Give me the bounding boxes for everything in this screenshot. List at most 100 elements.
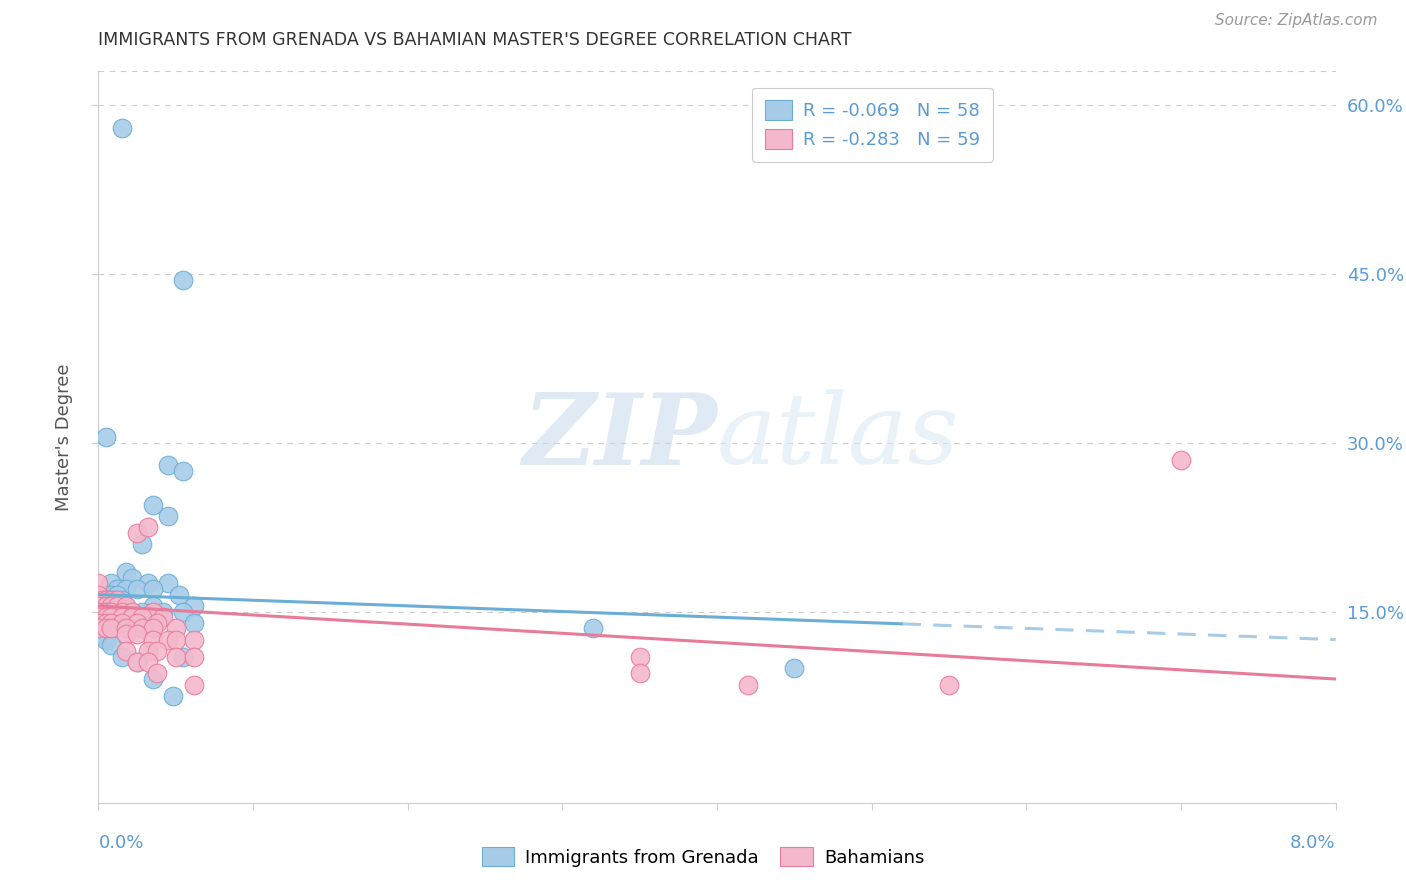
Point [127,627,149,641]
Point [152,610,174,624]
Point [100,593,122,607]
Point [628,666,651,681]
Point [173,649,195,664]
Point [173,272,195,286]
Point [165,649,187,664]
Point [131,621,153,635]
Point [100,621,122,635]
Point [157,632,180,647]
Y-axis label: Master's Degree: Master's Degree [55,363,73,511]
Text: 0.0%: 0.0% [98,834,143,852]
Point [127,582,149,596]
Point [91,605,114,619]
Point [183,599,205,613]
Point [96,605,118,619]
Point [105,582,128,596]
Point [131,605,153,619]
Point [96,593,118,607]
Point [100,599,122,613]
Point [105,599,128,613]
Point [96,430,118,444]
Point [737,678,759,692]
Point [87,610,110,624]
Point [628,649,651,664]
Point [157,508,180,523]
Point [141,498,165,512]
Point [121,605,143,619]
Point [100,605,122,619]
Point [582,621,605,635]
Point [96,610,118,624]
Point [87,610,110,624]
Point [115,644,138,658]
Point [90,593,112,607]
Point [146,666,169,681]
Point [141,632,165,647]
Point [96,599,118,613]
Point [141,599,165,613]
Point [141,610,165,624]
Point [141,621,165,635]
Point [136,644,159,658]
Point [96,599,118,613]
Point [87,588,110,602]
Point [115,621,138,635]
Point [165,621,187,635]
Point [121,610,143,624]
Point [173,605,195,619]
Point [146,644,169,658]
Text: Source: ZipAtlas.com: Source: ZipAtlas.com [1215,13,1378,29]
Point [121,605,143,619]
Point [100,610,122,624]
Point [183,615,205,630]
Point [1170,452,1192,467]
Point [115,599,138,613]
Point [96,588,118,602]
Text: 8.0%: 8.0% [1291,834,1336,852]
Point [87,605,110,619]
Point [136,576,159,591]
Point [96,610,118,624]
Point [115,582,138,596]
Point [938,678,960,692]
Point [100,593,122,607]
Point [111,120,134,135]
Point [115,565,138,579]
Point [87,605,110,619]
Point [183,649,205,664]
Text: ZIP: ZIP [522,389,717,485]
Point [183,632,205,647]
Point [157,576,180,591]
Point [141,672,165,686]
Point [100,576,122,591]
Point [87,593,110,607]
Point [96,621,118,635]
Point [100,615,122,630]
Point [111,615,134,630]
Point [127,655,149,669]
Point [152,605,174,619]
Point [162,689,184,703]
Point [111,610,134,624]
Point [105,588,128,602]
Point [165,632,187,647]
Point [87,599,110,613]
Point [105,605,128,619]
Point [131,610,153,624]
Point [173,464,195,478]
Point [141,605,165,619]
Point [136,655,159,669]
Point [111,605,134,619]
Point [100,638,122,652]
Point [96,605,118,619]
Point [127,525,149,540]
Legend: Immigrants from Grenada, Bahamians: Immigrants from Grenada, Bahamians [475,840,931,874]
Text: IMMIGRANTS FROM GRENADA VS BAHAMIAN MASTER'S DEGREE CORRELATION CHART: IMMIGRANTS FROM GRENADA VS BAHAMIAN MAST… [98,31,852,49]
Point [100,605,122,619]
Point [111,605,134,619]
Point [100,610,122,624]
Point [183,678,205,692]
Point [115,599,138,613]
Point [157,458,180,473]
Point [121,571,143,585]
